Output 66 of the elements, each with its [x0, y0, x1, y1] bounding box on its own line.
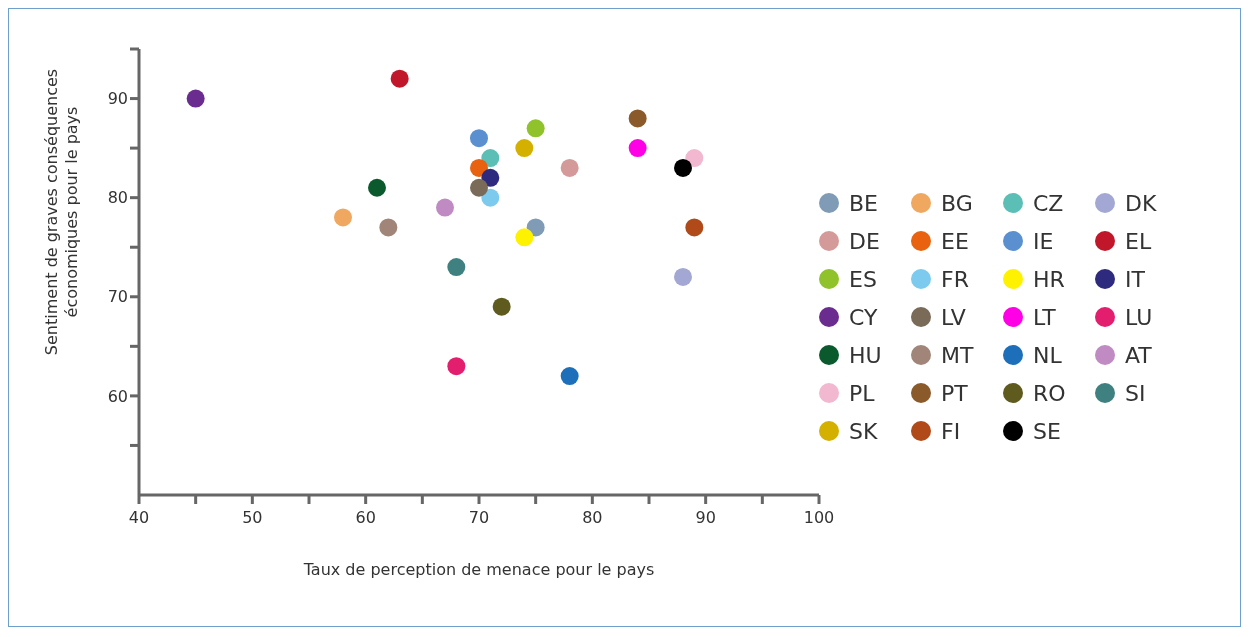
- legend-label: PL: [849, 380, 875, 406]
- legend-label: SE: [1033, 418, 1061, 444]
- legend-label: IE: [1033, 228, 1054, 254]
- point: [628, 109, 647, 128]
- legend-label: FI: [941, 418, 961, 444]
- legend-label: LT: [1033, 304, 1056, 330]
- legend-label: SI: [1125, 380, 1146, 406]
- legend-label: AT: [1125, 342, 1152, 368]
- point: [685, 149, 704, 168]
- legend-label: LV: [941, 304, 966, 330]
- legend-label: DE: [849, 228, 880, 254]
- legend-label: PT: [941, 380, 968, 406]
- point: [436, 198, 454, 217]
- x-tick-label: 80: [582, 508, 603, 528]
- x-tick-label: 40: [128, 508, 150, 528]
- point: [515, 228, 534, 247]
- point: [560, 367, 579, 386]
- point: [481, 149, 500, 168]
- legend-label: EE: [941, 228, 969, 254]
- y-tick-label: 90: [107, 89, 128, 109]
- point: [368, 178, 386, 197]
- x-tick-label: 90: [695, 508, 716, 528]
- legend-label: FR: [941, 266, 969, 292]
- legend-label: ES: [849, 266, 877, 292]
- point: [674, 267, 692, 286]
- point: [481, 188, 500, 207]
- point: [186, 89, 205, 108]
- point: [492, 297, 511, 316]
- legend-label: CZ: [1033, 190, 1064, 216]
- point: [390, 69, 409, 88]
- legend-label: BG: [941, 190, 973, 216]
- point: [447, 357, 466, 376]
- legend-label: IT: [1125, 266, 1145, 292]
- x-tick-label: 70: [468, 508, 490, 528]
- y-axis-title: Sentiment de graves conséquences économiques pour le pays: [42, 68, 81, 356]
- legend-label: NL: [1033, 342, 1062, 368]
- point: [470, 158, 488, 177]
- point: [560, 158, 579, 177]
- point: [334, 208, 352, 227]
- legend-label: MT: [941, 342, 974, 368]
- y-tick-label: 80: [107, 188, 128, 208]
- legend-label: CY: [849, 304, 878, 330]
- point: [379, 218, 398, 237]
- point: [470, 178, 488, 197]
- legend-label: HR: [1033, 266, 1065, 292]
- legend-label: DK: [1125, 190, 1157, 216]
- point: [674, 158, 692, 177]
- legend-label: EL: [1125, 228, 1152, 254]
- point: [628, 139, 647, 158]
- point: [526, 119, 545, 138]
- legend-label: RO: [1033, 380, 1066, 406]
- legend-label: BE: [849, 190, 878, 216]
- x-tick-label: 50: [242, 508, 263, 528]
- x-tick-label: 100: [803, 508, 835, 528]
- y-tick-label: 60: [107, 386, 128, 406]
- x-axis-title: Taux de perception de menace pour le pays: [302, 560, 655, 579]
- point: [515, 139, 534, 158]
- legend-label: SK: [849, 418, 878, 444]
- y-tick-label: 70: [107, 287, 128, 307]
- legend-label: HU: [849, 342, 882, 368]
- x-tick-label: 60: [355, 508, 376, 528]
- point: [685, 218, 704, 237]
- point: [470, 129, 488, 148]
- point: [481, 168, 500, 187]
- point: [447, 258, 466, 277]
- legend-label: LU: [1125, 304, 1153, 330]
